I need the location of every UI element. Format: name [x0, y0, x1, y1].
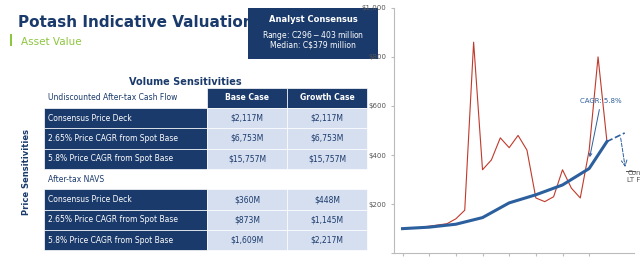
FancyBboxPatch shape	[44, 189, 207, 210]
FancyBboxPatch shape	[44, 210, 207, 230]
FancyBboxPatch shape	[287, 108, 367, 128]
Text: $6,753M: $6,753M	[230, 134, 264, 143]
Text: 5.8% Price CAGR from Spot Base: 5.8% Price CAGR from Spot Base	[48, 236, 173, 245]
Text: 2.65% Price CAGR from Spot Base: 2.65% Price CAGR from Spot Base	[48, 134, 178, 143]
Text: Consensus Price Deck: Consensus Price Deck	[48, 195, 132, 204]
FancyBboxPatch shape	[44, 230, 207, 251]
Text: $2,217M: $2,217M	[310, 236, 344, 245]
Text: Base Case: Base Case	[225, 93, 269, 102]
FancyBboxPatch shape	[287, 230, 367, 251]
FancyBboxPatch shape	[10, 34, 12, 46]
Text: CAGR: 5.8%: CAGR: 5.8%	[580, 98, 622, 156]
Text: Median: C$379 million: Median: C$379 million	[270, 41, 356, 50]
Text: $1,145M: $1,145M	[310, 215, 344, 224]
Text: Consensus Price Deck: Consensus Price Deck	[48, 114, 132, 123]
Text: 2.65% Price CAGR from Spot Base: 2.65% Price CAGR from Spot Base	[48, 215, 178, 224]
FancyBboxPatch shape	[44, 128, 207, 149]
Text: $15,757M: $15,757M	[308, 154, 346, 163]
Text: Asset Value: Asset Value	[21, 37, 82, 47]
FancyBboxPatch shape	[248, 8, 378, 59]
Text: $2,117M: $2,117M	[310, 114, 344, 123]
FancyBboxPatch shape	[207, 108, 287, 128]
Text: $1,609M: $1,609M	[230, 236, 264, 245]
Text: After-tax NAVS: After-tax NAVS	[48, 175, 104, 184]
FancyBboxPatch shape	[44, 88, 207, 108]
FancyBboxPatch shape	[207, 149, 287, 169]
Text: $360M: $360M	[234, 195, 260, 204]
FancyBboxPatch shape	[207, 128, 287, 149]
FancyBboxPatch shape	[207, 210, 287, 230]
Text: Range: C$296 - $403 million: Range: C$296 - $403 million	[262, 29, 364, 42]
FancyBboxPatch shape	[207, 189, 287, 210]
Text: Analyst Consensus: Analyst Consensus	[269, 15, 358, 24]
FancyBboxPatch shape	[207, 230, 287, 251]
FancyBboxPatch shape	[207, 88, 287, 108]
Text: $15,757M: $15,757M	[228, 154, 266, 163]
Text: Undiscounted After-tax Cash Flow: Undiscounted After-tax Cash Flow	[48, 93, 177, 102]
Text: Price Sensitivities: Price Sensitivities	[22, 129, 31, 215]
FancyBboxPatch shape	[287, 88, 367, 108]
FancyBboxPatch shape	[287, 189, 367, 210]
FancyBboxPatch shape	[44, 149, 207, 169]
FancyBboxPatch shape	[287, 128, 367, 149]
Text: Volume Sensitivities: Volume Sensitivities	[129, 76, 241, 87]
FancyBboxPatch shape	[287, 149, 367, 169]
Text: Potash Indicative Valuation Sensitivities: Potash Indicative Valuation Sensitivitie…	[17, 15, 364, 30]
Text: $448M: $448M	[314, 195, 340, 204]
Text: $6,753M: $6,753M	[310, 134, 344, 143]
Text: $873M: $873M	[234, 215, 260, 224]
FancyBboxPatch shape	[287, 210, 367, 230]
Text: $2,117M: $2,117M	[231, 114, 264, 123]
FancyBboxPatch shape	[44, 108, 207, 128]
Text: 5.8% Price CAGR from Spot Base: 5.8% Price CAGR from Spot Base	[48, 154, 173, 163]
Text: Consensus
LT Forecast: Consensus LT Forecast	[627, 170, 640, 183]
Text: Growth Case: Growth Case	[300, 93, 355, 102]
